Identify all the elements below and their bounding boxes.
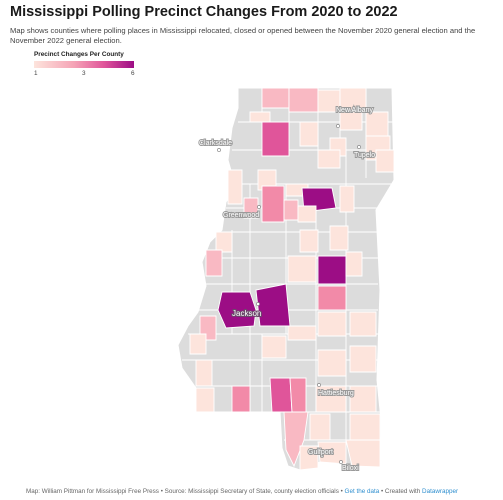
county-panola — [261, 121, 290, 157]
city-label-biloxi: Biloxi — [342, 465, 359, 472]
city-dot-jackson — [256, 302, 260, 306]
county-greene — [349, 385, 377, 413]
county-neshoba — [317, 255, 347, 285]
county-smith — [287, 325, 317, 341]
map-description: Map shows counties where polling places … — [10, 26, 476, 45]
city-dot-greenwood — [257, 205, 261, 209]
county-lafayette — [299, 121, 319, 147]
county-winston — [329, 225, 349, 251]
city-dot-tupelo — [357, 145, 361, 149]
county-hinds — [217, 291, 257, 329]
city-label-greenwood: Greenwood — [223, 212, 259, 219]
county-lamar — [269, 377, 293, 413]
county-tippah — [339, 87, 367, 111]
legend: Precinct Changes Per County 1 3 6 — [34, 51, 139, 78]
county-tate — [249, 111, 271, 123]
county-perry — [315, 385, 347, 413]
county-jones — [317, 349, 347, 377]
get-data-link[interactable]: Get the data — [344, 488, 380, 495]
legend-tick-max: 6 — [131, 70, 135, 77]
county-jasper — [317, 311, 347, 337]
county-union — [339, 111, 363, 131]
datawrapper-link[interactable]: Datawrapper — [422, 488, 459, 495]
county-amite — [195, 387, 215, 413]
legend-color-scale — [34, 61, 134, 68]
county-pike — [231, 385, 251, 413]
county-carroll — [283, 199, 299, 221]
county-stone — [309, 413, 331, 441]
city-dot-new-albany — [336, 124, 340, 128]
county-harrison — [317, 441, 347, 465]
county-montgomery — [297, 205, 317, 223]
city-dot-clarksdale — [217, 148, 221, 152]
footer: Map: William Pittman for Mississippi Fre… — [26, 488, 458, 495]
county-bolivar — [227, 169, 243, 205]
county-attala — [299, 229, 319, 253]
legend-tick-min: 1 — [34, 70, 38, 77]
counties — [189, 87, 395, 471]
county-marshall — [288, 87, 319, 113]
city-labels: New Albany Clarksdale Tupelo Greenwood J… — [198, 106, 376, 473]
county-washington — [215, 231, 233, 253]
city-label-jackson: Jackson — [232, 309, 261, 318]
legend-tick-mid: 3 — [82, 70, 86, 77]
county-wayne — [349, 345, 377, 373]
city-dot-gulfport — [320, 454, 324, 458]
footer-separator: • Created with — [379, 488, 423, 495]
county-jackson — [345, 439, 381, 468]
legend-ticks: 1 3 6 — [34, 68, 139, 78]
county-sunflower — [243, 197, 259, 219]
county-newton — [317, 285, 347, 311]
county-chickasaw — [317, 149, 341, 169]
city-label-hattiesburg: Hattiesburg — [318, 390, 354, 397]
footer-credit: Map: William Pittman for Mississippi Fre… — [26, 488, 345, 495]
city-markers — [217, 124, 361, 464]
county-desoto — [261, 87, 290, 109]
county-clarke — [349, 311, 377, 337]
county-jefferson — [195, 359, 213, 387]
county-pearl-river — [283, 411, 309, 468]
legend-title: Precinct Changes Per County — [34, 51, 124, 58]
city-dot-biloxi — [339, 460, 343, 464]
city-label-tupelo: Tupelo — [354, 152, 375, 159]
county-kemper — [345, 251, 363, 277]
county-sharkey — [205, 249, 223, 277]
county-madison-east — [287, 255, 317, 283]
county-forrest — [289, 377, 307, 413]
city-label-gulfport: Gulfport — [308, 449, 333, 456]
county-george — [349, 413, 381, 441]
city-label-clarksdale: Clarksdale — [199, 140, 232, 147]
county-rankin — [255, 283, 291, 327]
county-prentiss — [365, 111, 389, 137]
county-itawamba — [375, 149, 395, 173]
city-label-new-albany: New Albany — [336, 107, 373, 114]
county-claiborne — [189, 333, 207, 355]
city-dot-hattiesburg — [317, 383, 321, 387]
page-title: Mississippi Polling Precinct Changes Fro… — [10, 4, 398, 20]
county-oktibbeha — [339, 185, 355, 213]
county-hancock — [299, 445, 319, 471]
county-leflore — [261, 185, 285, 223]
county-simpson — [261, 335, 287, 359]
